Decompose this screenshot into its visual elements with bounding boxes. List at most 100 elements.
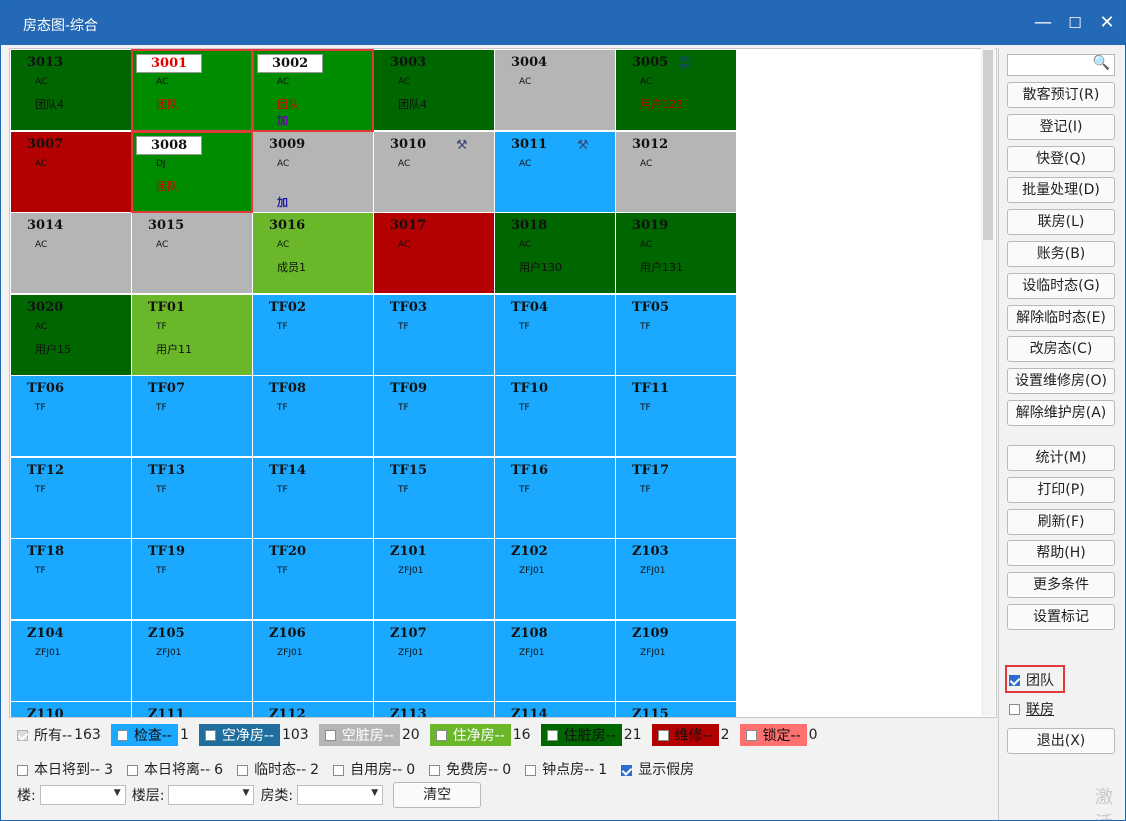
room-cell[interactable]: 3011 AC ⚒ [495, 131, 615, 212]
filter-checkbox[interactable]: 临时态-- 2 [237, 759, 319, 779]
room-cell[interactable]: Z106 ZFJ01 [253, 620, 373, 701]
status-checkbox[interactable] [435, 729, 447, 741]
close-button[interactable]: ✕ [1099, 12, 1115, 33]
room-cell[interactable]: 3010 AC ⚒ [374, 131, 494, 212]
room-cell[interactable]: Z105 ZFJ01 [132, 620, 252, 701]
status-checkbox[interactable] [204, 729, 216, 741]
room-cell[interactable]: TF17 TF [616, 457, 736, 538]
status-checkbox[interactable] [324, 729, 336, 741]
sidebar-button[interactable]: 设临时态(G) [1007, 272, 1115, 299]
status-swatch[interactable]: 检查-- [110, 724, 178, 746]
sidebar-button[interactable]: 帮助(H) [1007, 540, 1115, 567]
room-cell[interactable]: 3016 AC 成员1 [253, 213, 373, 293]
maximize-button[interactable]: ☐ [1068, 14, 1082, 32]
room-cell[interactable]: 3017 AC [374, 213, 494, 293]
room-cell[interactable]: Z107 ZFJ01 [374, 620, 494, 701]
sidebar-button[interactable]: 快登(Q) [1007, 145, 1115, 172]
show-fake-checkbox[interactable]: 显示假房 [621, 759, 694, 779]
room-cell[interactable]: 3019 AC 用户131 [616, 213, 736, 293]
room-cell[interactable]: Z113 [374, 702, 494, 717]
room-cell[interactable]: 3015 AC [132, 213, 252, 293]
sidebar-button[interactable]: 更多条件 [1007, 572, 1115, 599]
room-cell[interactable]: Z104 ZFJ01 [11, 620, 131, 701]
room-cell[interactable]: Z114 [495, 702, 615, 717]
room-cell[interactable]: TF02 TF [253, 294, 373, 375]
sidebar-button[interactable]: 解除维护房(A) [1007, 400, 1115, 426]
room-cell[interactable]: Z108 ZFJ01 [495, 620, 615, 701]
room-cell[interactable]: 3012 AC [616, 131, 736, 212]
status-checkbox[interactable] [116, 729, 128, 741]
status-swatch[interactable]: 住净房-- [429, 724, 511, 746]
sidebar-button[interactable]: 解除临时态(E) [1007, 304, 1115, 331]
room-cell[interactable]: Z115 [616, 702, 736, 717]
minimize-button[interactable]: — [1034, 12, 1052, 33]
room-cell[interactable]: 3001 AC 团队 [132, 50, 252, 130]
status-swatch[interactable]: 维修-- [651, 724, 719, 746]
filter-checkbox[interactable]: 本日将离-- 6 [127, 759, 223, 779]
link-checkbox[interactable]: 联房 [1009, 699, 1054, 719]
room-cell[interactable]: TF04 TF [495, 294, 615, 375]
room-cell[interactable]: Z110 [11, 702, 131, 717]
room-cell[interactable]: 3020 AC 用户15 [11, 294, 131, 375]
sidebar-button[interactable]: 设置标记 [1007, 604, 1115, 630]
sidebar-button[interactable]: 刷新(F) [1007, 508, 1115, 535]
sidebar-button[interactable]: 统计(M) [1007, 445, 1115, 471]
sidebar-button[interactable]: 联房(L) [1007, 209, 1115, 236]
status-swatch[interactable]: 住脏房-- [540, 724, 622, 746]
scrollbar-thumb[interactable] [983, 50, 993, 240]
room-cell[interactable]: TF18 TF [11, 539, 131, 619]
room-cell[interactable]: TF13 TF [132, 457, 252, 538]
room-cell[interactable]: TF07 TF [132, 376, 252, 456]
status-swatch[interactable]: 锁定-- [739, 724, 807, 746]
filter-checkbox[interactable]: 免费房-- 0 [429, 759, 511, 779]
sidebar-button[interactable]: 打印(P) [1007, 476, 1115, 503]
all-checkbox[interactable] [17, 729, 28, 741]
filter-checkbox[interactable]: 本日将到-- 3 [17, 759, 113, 779]
roomtype-select[interactable] [297, 785, 384, 805]
filter-checkbox[interactable]: 自用房-- 0 [333, 759, 415, 779]
room-cell[interactable]: 3004 AC [495, 50, 615, 130]
sidebar-button[interactable]: 改房态(C) [1007, 336, 1115, 363]
room-cell[interactable]: 3018 AC 用户130 [495, 213, 615, 293]
room-cell[interactable]: TF11 TF [616, 376, 736, 456]
building-select[interactable] [39, 785, 126, 805]
room-cell[interactable]: TF08 TF [253, 376, 373, 456]
room-cell[interactable]: 3003 AC 团队4 [374, 50, 494, 130]
room-cell[interactable]: Z101 ZFJ01 [374, 539, 494, 619]
clear-button[interactable]: 清空 [393, 782, 482, 808]
room-cell[interactable]: Z103 ZFJ01 [616, 539, 736, 619]
room-cell[interactable]: TF12 TF [11, 457, 131, 538]
search-input[interactable]: 🔍 [1007, 54, 1115, 76]
room-cell[interactable]: 3009 AC 加 [253, 131, 373, 212]
room-cell[interactable]: 3008 DJ 团队 [132, 131, 252, 212]
room-cell[interactable]: TF14 TF [253, 457, 373, 538]
status-checkbox[interactable] [546, 729, 558, 741]
room-cell[interactable]: TF01 TF 用户11 [132, 294, 252, 375]
room-cell[interactable]: 3002 AC 团队加 [253, 50, 373, 130]
sidebar-button[interactable]: 设置维修房(O) [1007, 368, 1115, 395]
room-cell[interactable]: TF19 TF [132, 539, 252, 619]
status-checkbox[interactable] [745, 729, 757, 741]
room-cell[interactable]: 3005 AC 用户123 ☺ [616, 50, 736, 130]
room-cell[interactable]: Z111 [132, 702, 252, 717]
sidebar-button[interactable]: 账务(B) [1007, 241, 1115, 267]
room-cell[interactable]: TF16 TF [495, 457, 615, 538]
floor-select[interactable] [168, 785, 255, 805]
room-cell[interactable]: TF15 TF [374, 457, 494, 538]
room-cell[interactable]: Z102 ZFJ01 [495, 539, 615, 619]
team-checkbox[interactable]: 团队 [1009, 670, 1054, 690]
status-checkbox[interactable] [657, 729, 669, 741]
vertical-scrollbar[interactable] [981, 48, 995, 716]
room-cell[interactable]: 3013 AC 团队4 [11, 50, 131, 130]
room-cell[interactable]: Z109 ZFJ01 [616, 620, 736, 701]
filter-checkbox[interactable]: 钟点房-- 1 [525, 759, 607, 779]
room-cell[interactable]: 3007 AC [11, 131, 131, 212]
room-cell[interactable]: 3014 AC [11, 213, 131, 293]
status-swatch[interactable]: 空脏房-- [318, 724, 400, 746]
room-cell[interactable]: Z112 [253, 702, 373, 717]
sidebar-button[interactable]: 批量处理(D) [1007, 177, 1115, 204]
sidebar-button[interactable]: 散客预订(R) [1007, 82, 1115, 108]
room-cell[interactable]: TF20 TF [253, 539, 373, 619]
exit-button[interactable]: 退出(X) [1007, 728, 1115, 754]
room-cell[interactable]: TF09 TF [374, 376, 494, 456]
